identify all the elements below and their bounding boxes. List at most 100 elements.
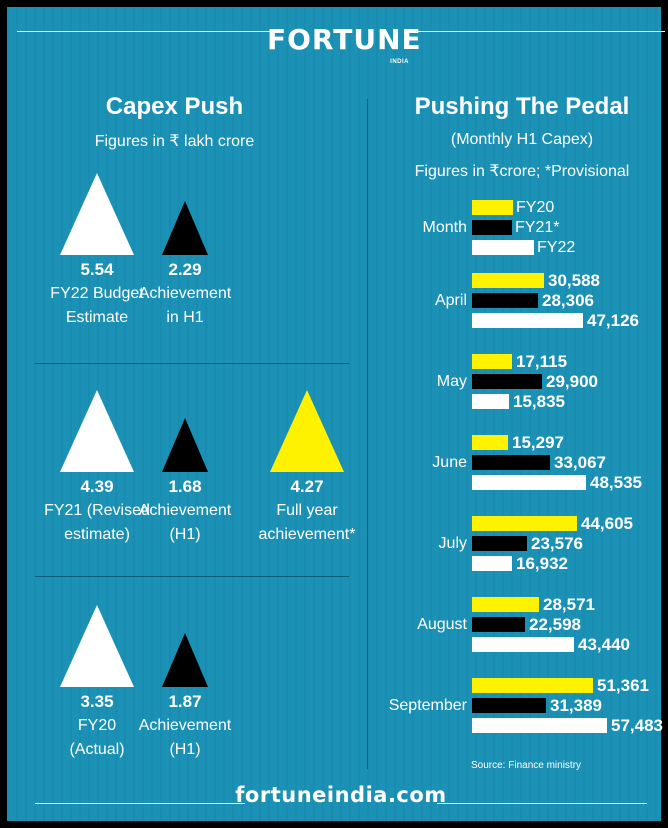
- column-divider: [367, 99, 368, 769]
- capex-label: Achievement in H1: [125, 282, 245, 330]
- section-divider-1: [35, 363, 349, 364]
- capex-label-line: (H1): [169, 526, 201, 543]
- capex-label-line: Achievement: [138, 717, 232, 734]
- data-bar: [472, 597, 539, 612]
- data-label: 47,126: [587, 311, 639, 330]
- logo-text: FORTUNE: [267, 23, 422, 56]
- month-label: September: [388, 697, 467, 714]
- capex-label-line: (Actual): [69, 741, 125, 758]
- data-bar: [472, 678, 593, 693]
- data-bar: [472, 435, 508, 450]
- capex-item: 3.35 FY20 (Actual): [37, 605, 157, 762]
- data-label: 31,389: [550, 696, 602, 715]
- capex-item: 5.54 FY22 Budget Estimate: [37, 173, 157, 330]
- capex-label: FY20 (Actual): [37, 714, 157, 762]
- triangle-marker: [60, 173, 134, 255]
- capex-label-line: Achievement: [138, 285, 232, 302]
- legend-series-name: FY21*: [515, 219, 560, 236]
- capex-item: 4.27 Full year achievement*: [247, 390, 367, 547]
- data-bar: [472, 313, 583, 328]
- capex-value: 1.68: [168, 477, 202, 496]
- capex-label: Achievement (H1): [125, 714, 245, 762]
- data-bar: [472, 536, 527, 551]
- data-bar: [472, 273, 544, 288]
- data-label: 17,115: [516, 352, 568, 371]
- data-bar: [472, 516, 577, 531]
- capex-value: 4.39: [80, 477, 114, 496]
- capex-label-line: Achievement: [138, 502, 232, 519]
- data-bar: [472, 293, 538, 308]
- legend-swatch: [472, 200, 513, 215]
- month-label: July: [438, 535, 467, 552]
- legend-month-label: Month: [422, 219, 467, 236]
- capex-item: 4.39 FY21 (Revised estimate): [37, 390, 157, 547]
- triangle-marker: [270, 390, 344, 472]
- legend-swatch: [472, 220, 512, 235]
- logo-rule-right: [405, 31, 665, 32]
- data-label: 44,605: [581, 514, 633, 533]
- capex-label-line: FY21 (Revised: [44, 502, 150, 519]
- capex-label-line: (H1): [169, 741, 201, 758]
- logo-rule-left: [17, 31, 277, 32]
- data-label: 33,067: [554, 453, 606, 472]
- capex-label: FY22 Budget Estimate: [37, 282, 157, 330]
- capex-label-line: FY22 Budget: [50, 285, 144, 302]
- capex-item: 1.68 Achievement (H1): [125, 390, 245, 547]
- data-bar: [472, 394, 509, 409]
- data-bar: [472, 455, 550, 470]
- capex-label-line: FY20: [77, 717, 117, 734]
- data-bar: [472, 556, 512, 571]
- capex-value: 1.87: [168, 692, 202, 711]
- data-bar: [472, 637, 574, 652]
- capex-label-line: Full year: [276, 502, 338, 519]
- data-bar: [472, 354, 512, 369]
- triangle-shape: [162, 201, 208, 255]
- data-bar: [472, 718, 607, 733]
- capex-push-title: Capex Push: [105, 93, 244, 120]
- data-label: 57,483: [611, 716, 663, 735]
- triangle-shape: [60, 173, 134, 255]
- logo-subtext: INDIA: [390, 59, 409, 65]
- capex-label: FY21 (Revised estimate): [37, 499, 157, 547]
- capex-label-line: Estimate: [65, 309, 129, 326]
- data-label: 15,835: [513, 392, 565, 411]
- data-bar: [472, 698, 546, 713]
- capex-label-line: achievement*: [258, 526, 356, 543]
- triangle-marker: [60, 390, 134, 472]
- month-label: May: [436, 373, 467, 390]
- triangle-shape: [60, 605, 134, 687]
- capex-label: Achievement (H1): [125, 499, 245, 547]
- triangle-marker: [162, 418, 208, 472]
- data-label: 22,598: [529, 615, 581, 634]
- triangle-shape: [162, 633, 208, 687]
- month-label: August: [417, 616, 467, 633]
- data-label: 28,571: [543, 595, 595, 614]
- data-label: 43,440: [578, 635, 630, 654]
- triangle-marker: [162, 633, 208, 687]
- pushing-pedal-subtitle: (Monthly H1 Capex): [450, 131, 594, 148]
- triangle-marker: [60, 605, 134, 687]
- triangle-shape: [162, 418, 208, 472]
- capex-value: 5.54: [80, 260, 114, 279]
- fortune-logo: FORTUNE INDIA: [267, 19, 422, 69]
- data-bar: [472, 617, 525, 632]
- data-bar: [472, 475, 586, 490]
- data-label: 29,900: [546, 372, 598, 391]
- capex-item: 2.29 Achievement in H1: [125, 173, 245, 330]
- data-label: 28,306: [542, 291, 594, 310]
- pushing-pedal-units: Figures in ₹crore; *Provisional: [414, 163, 630, 180]
- capex-label-line: in H1: [166, 309, 204, 326]
- data-label: 51,361: [597, 676, 649, 695]
- capex-value: 3.35: [80, 692, 114, 711]
- legend-series-name: FY20: [516, 199, 555, 216]
- capex-label: Full year achievement*: [247, 499, 367, 547]
- triangle-marker: [162, 201, 208, 255]
- data-label: 23,576: [531, 534, 583, 553]
- footer-url: fortuneindia.com: [235, 783, 447, 807]
- footer-rule-right: [437, 803, 647, 804]
- month-label: April: [434, 292, 467, 309]
- capex-label-line: estimate): [64, 526, 130, 543]
- legend-series-name: FY22: [537, 239, 576, 256]
- capex-item: 1.87 Achievement (H1): [125, 605, 245, 762]
